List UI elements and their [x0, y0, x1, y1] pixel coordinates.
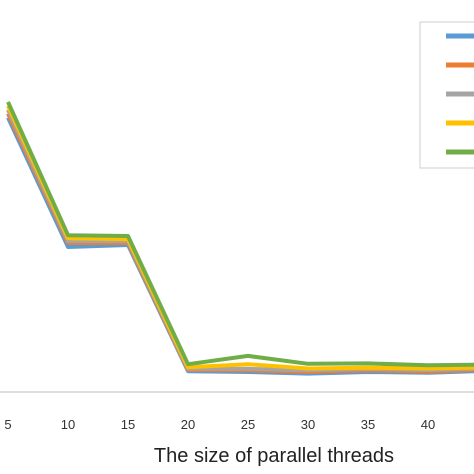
x-tick-label: 35	[361, 417, 375, 432]
series-lines	[6, 101, 474, 376]
x-tick-label: 30	[301, 417, 315, 432]
series-line-4	[6, 104, 474, 371]
x-tick-label: 25	[241, 417, 255, 432]
x-tick-labels: 51015202530354045	[4, 417, 435, 432]
series-line-5	[6, 101, 474, 368]
x-tick-label: 20	[181, 417, 195, 432]
legend	[446, 33, 474, 155]
x-tick-label: 15	[121, 417, 135, 432]
x-tick-label: 10	[61, 417, 75, 432]
x-axis-title: The size of parallel threads	[154, 445, 394, 467]
x-tick-label: 40	[421, 417, 435, 432]
x-tick-label: 5	[4, 417, 11, 432]
